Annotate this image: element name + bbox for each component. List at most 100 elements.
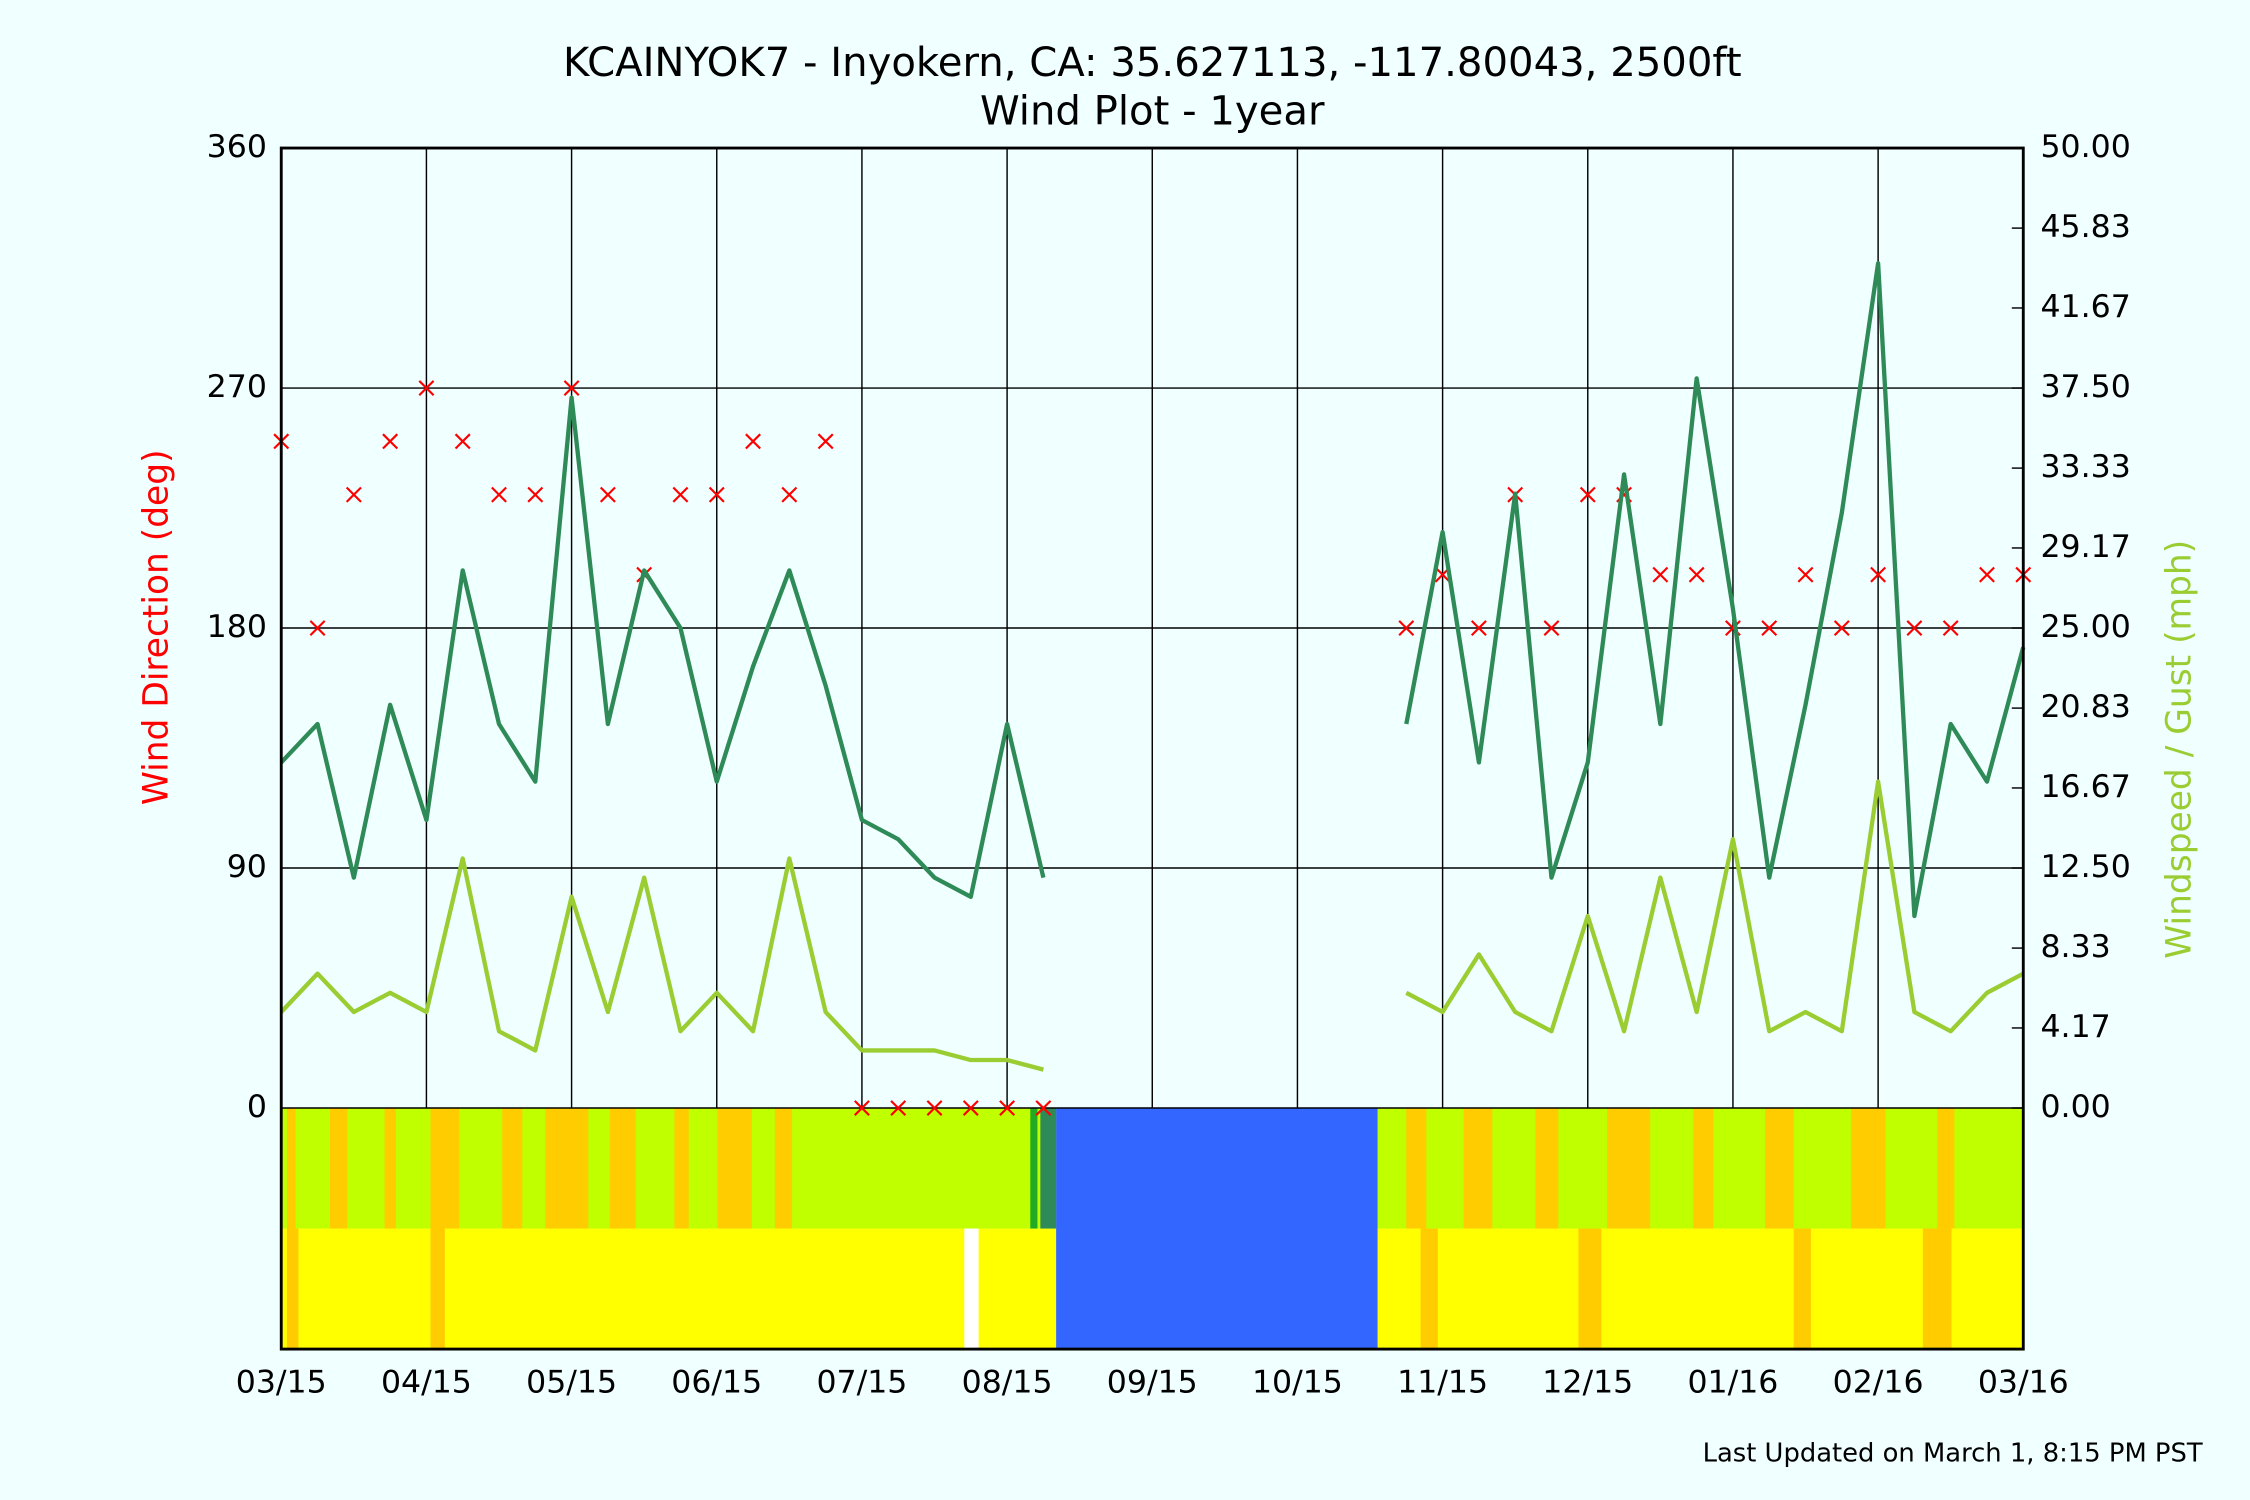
direction-point — [708, 486, 725, 503]
direction-point — [781, 486, 798, 503]
y2-tick-label: 45.83 — [2040, 209, 2130, 245]
y2-axis-label: Windspeed / Gust (mph) — [2160, 540, 2200, 959]
direction-point — [745, 433, 761, 450]
direction-point — [309, 620, 326, 636]
direction-point — [1870, 566, 1887, 583]
y2-tick-label: 20.83 — [2040, 689, 2130, 725]
direction-point — [1979, 566, 1995, 583]
x-tick-label: 10/15 — [1252, 1365, 1343, 1401]
band-stripe — [545, 1108, 589, 1229]
band-stripe — [1578, 1228, 1602, 1350]
x-tick-label: 03/16 — [1978, 1365, 2069, 1401]
x-tick-label: 04/15 — [381, 1365, 472, 1401]
band-stripe — [609, 1108, 636, 1229]
band-stripe — [330, 1108, 348, 1229]
band-stripe — [1030, 1108, 1038, 1229]
direction-point — [345, 486, 362, 503]
cross-stroke — [527, 486, 544, 503]
y2-tick-label: 33.33 — [2040, 449, 2130, 485]
cross-stroke — [1833, 620, 1850, 636]
cross-stroke — [781, 486, 798, 503]
band-stripe — [1607, 1108, 1651, 1229]
direction-point — [1942, 620, 1959, 636]
x-tick-label: 01/16 — [1687, 1365, 1778, 1401]
band-stripe — [1535, 1108, 1559, 1229]
direction-point — [926, 1100, 943, 1116]
x-tick-label: 08/15 — [962, 1365, 1053, 1401]
cross-stroke — [1543, 620, 1560, 636]
direction-point — [527, 486, 544, 503]
plot-frame — [279, 146, 2025, 1351]
cross-stroke — [382, 433, 399, 450]
band-stripe — [1040, 1108, 1057, 1229]
direction-point — [890, 1100, 907, 1116]
band-stripe — [1406, 1108, 1427, 1229]
y-axis-label: Wind Direction (deg) — [136, 449, 176, 805]
band-stripe — [674, 1108, 689, 1229]
cross-stroke — [708, 486, 725, 503]
y2-tick-label: 8.33 — [2040, 929, 2110, 965]
y2-tick-label: 0.00 — [2040, 1089, 2110, 1125]
y2-tick-label: 41.67 — [2040, 289, 2130, 325]
cross-stroke — [1979, 566, 1995, 583]
x-tick-label: 11/15 — [1397, 1365, 1488, 1401]
direction-point — [1035, 1100, 1052, 1116]
direction-point — [491, 486, 507, 503]
y2-tick-label: 12.50 — [2040, 849, 2130, 885]
band-stripe — [286, 1228, 299, 1350]
cross-stroke — [1398, 620, 1415, 636]
condition-bands — [281, 1108, 2024, 1350]
cross-stroke — [1870, 566, 1887, 583]
wind-line — [279, 779, 2025, 1072]
direction-point — [1398, 620, 1415, 636]
direction-point — [454, 433, 471, 450]
x-tick-label: 06/15 — [671, 1365, 762, 1401]
y-tick-label: 270 — [207, 369, 267, 405]
direction-point — [1652, 566, 1669, 583]
y-tick-label: 90 — [227, 849, 267, 885]
x-tick-label: 03/15 — [236, 1365, 327, 1401]
cross-stroke — [563, 380, 580, 396]
labels: 03/15 04/15 05/15 06/15 07/15 08/15 09/15 10/15… — [207, 129, 2131, 1400]
band-stripe — [430, 1108, 460, 1229]
cross-stroke — [1942, 620, 1959, 636]
cross-stroke — [1797, 566, 1814, 583]
cross-stroke — [890, 1100, 907, 1116]
cross-stroke — [817, 433, 834, 450]
chart-title: KCAINYOK7 - Inyokern, CA: 35.627113, -11… — [563, 40, 1742, 86]
y2-tick-label: 25.00 — [2040, 609, 2130, 645]
cross-stroke — [926, 1100, 943, 1116]
direction-point — [1833, 620, 1850, 636]
band-stripe — [286, 1108, 296, 1229]
band-stripe — [384, 1108, 397, 1229]
x-tick-label: 07/15 — [816, 1365, 907, 1401]
direction-point — [817, 433, 834, 450]
no-data-block — [1056, 1108, 1378, 1350]
y2-tick-label: 37.50 — [2040, 369, 2130, 405]
x-tick-label: 09/15 — [1107, 1365, 1198, 1401]
direction-point — [418, 380, 435, 396]
y2-tick-label: 4.17 — [2040, 1009, 2110, 1045]
cross-stroke — [454, 433, 471, 450]
band-stripe — [1851, 1108, 1886, 1229]
y-tick-label: 180 — [207, 609, 267, 645]
cross-stroke — [1906, 620, 1923, 636]
band-stripe — [964, 1228, 979, 1350]
direction-point — [962, 1100, 979, 1116]
direction-point — [563, 380, 580, 396]
direction-point — [1906, 620, 1923, 636]
cross-stroke — [1652, 566, 1669, 583]
direction-point — [672, 486, 689, 503]
direction-point — [599, 486, 616, 503]
direction-point — [382, 433, 399, 450]
band-stripe — [1693, 1108, 1714, 1229]
direction-point — [999, 1100, 1016, 1116]
cross-stroke — [853, 1100, 870, 1116]
x-tick-label: 02/16 — [1833, 1365, 1924, 1401]
band-stripe — [1764, 1108, 1794, 1229]
cross-stroke — [1688, 566, 1705, 583]
cross-stroke — [345, 486, 362, 503]
cross-stroke — [1579, 486, 1596, 503]
x-tick-label: 12/15 — [1542, 1365, 1633, 1401]
cross-stroke — [418, 380, 435, 396]
